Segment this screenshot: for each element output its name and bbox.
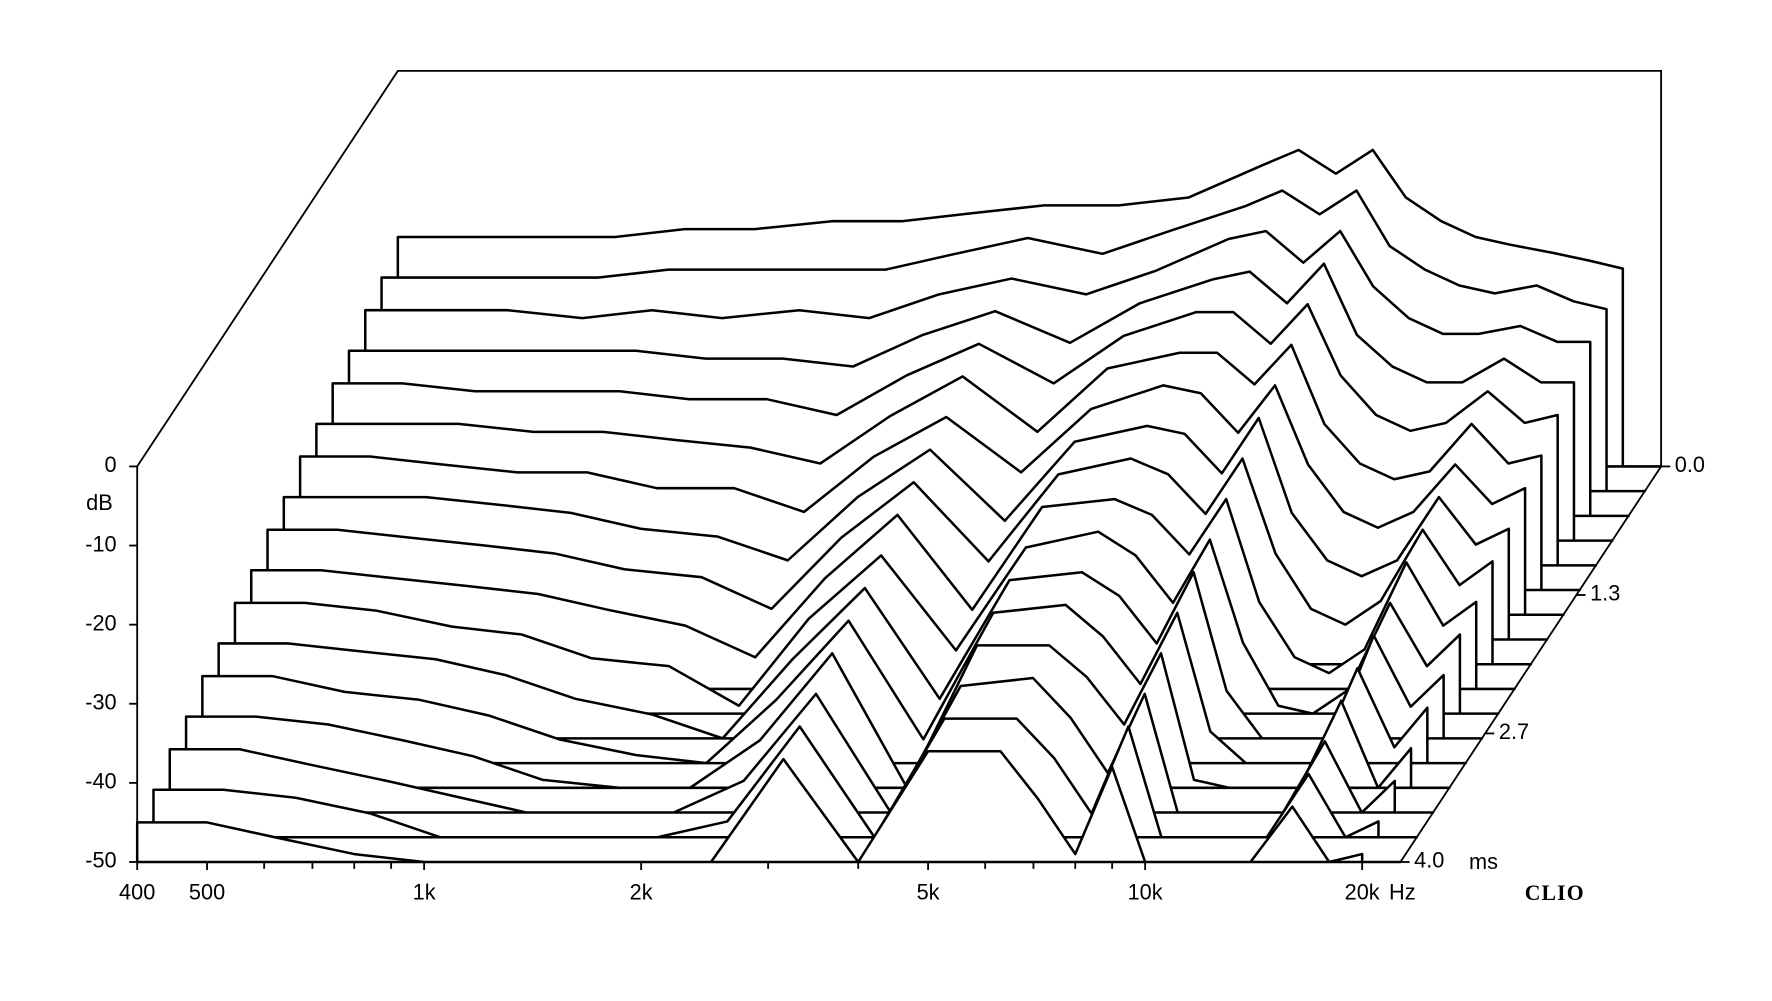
z-tick-label: 0.0: [1675, 452, 1705, 477]
x-tick-label: 10k: [1128, 880, 1163, 905]
x-tick-label: 5k: [917, 880, 940, 905]
y-tick-label: -30: [85, 689, 116, 714]
z-tick-label: 1.3: [1590, 581, 1620, 606]
y-tick-label: -10: [85, 531, 116, 556]
z-tick-label: 4.0: [1414, 848, 1444, 873]
x-tick-label: 500: [189, 880, 225, 905]
y-tick-label: 0: [105, 452, 117, 477]
y-tick-label: -50: [85, 848, 116, 873]
x-unit: Hz: [1389, 880, 1416, 905]
back-frame: [136, 69, 1663, 863]
y-tick-label: -40: [85, 769, 116, 794]
y-axis-label: dB: [86, 490, 113, 515]
x-tick-label: 20k: [1345, 880, 1380, 905]
x-tick-label: 2k: [630, 880, 653, 905]
x-tick-label: 1k: [413, 880, 436, 905]
z-tick-label: 2.7: [1499, 719, 1529, 744]
y-tick-label: -20: [85, 610, 116, 635]
z-unit: ms: [1469, 849, 1498, 874]
x-tick-label: 400: [119, 880, 155, 905]
decay-slice: [135, 749, 1402, 864]
brand-label: CLIO: [1525, 881, 1585, 905]
